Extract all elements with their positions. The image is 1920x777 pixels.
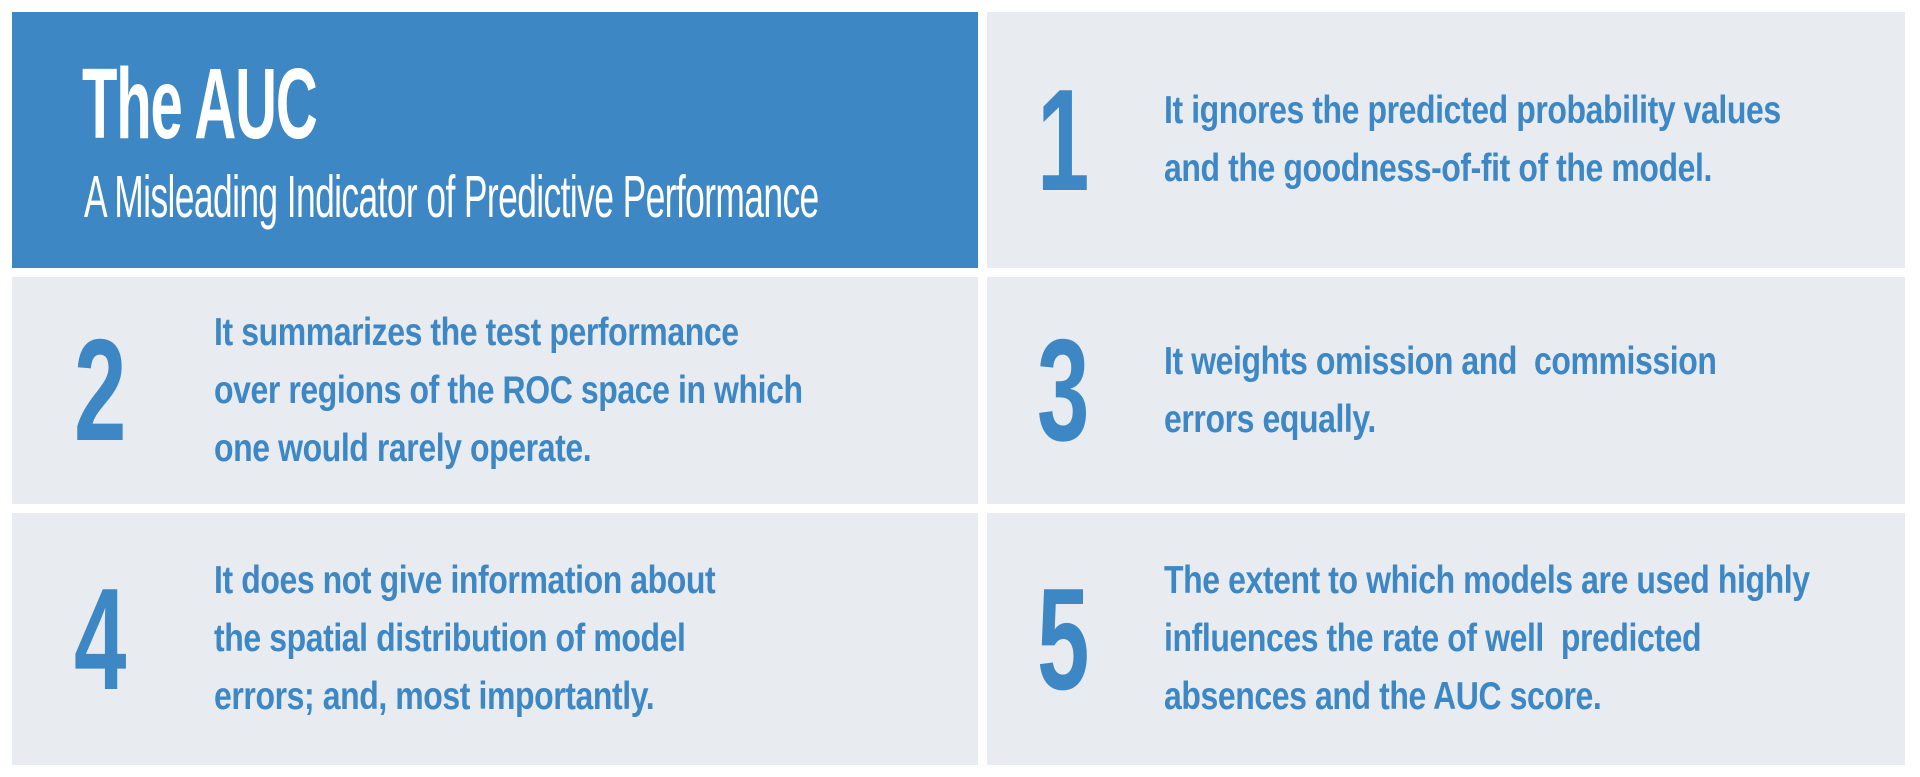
point-number-1: 1 (1037, 58, 1090, 221)
point-text-line: It summarizes the test performance (214, 310, 739, 354)
point-text-line: and the goodness-of-fit of the model. (1163, 147, 1712, 190)
point-text-line: influences the rate of well predicted (1163, 617, 1702, 660)
point-text-3: It weights omission and commission error… (1164, 333, 1838, 449)
point-text-line: errors equally. (1163, 397, 1376, 441)
point-number-4: 4 (74, 557, 127, 720)
point-text-1: It ignores the predicted probability val… (1164, 82, 1905, 198)
point-text-line: It weights omission and commission (1163, 339, 1717, 383)
point-text-line: It does not give information about (214, 559, 716, 602)
point-text-line: the spatial distribution of model (214, 617, 686, 660)
point-number-2: 2 (74, 309, 127, 471)
point-text-line: The extent to which models are used high… (1163, 559, 1810, 602)
point-text-line: one would rarely operate. (214, 426, 592, 470)
point-text-4: It does not give information about the s… (214, 552, 825, 726)
point-card-4: 4 It does not give information about the… (12, 513, 978, 765)
point-card-1: 1 It ignores the predicted probability v… (987, 12, 1905, 268)
point-text-line: errors; and, most importantly. (214, 675, 655, 718)
point-text-line: over regions of the ROC space in which (214, 368, 803, 412)
point-card-2: 2 It summarizes the test performance ove… (12, 277, 978, 504)
point-text-5: The extent to which models are used high… (1164, 552, 1905, 726)
main-title: The AUC (82, 47, 318, 160)
point-text-2: It summarizes the test performance over … (214, 304, 932, 478)
subtitle: A Misleading Indicator of Predictive Per… (84, 163, 819, 230)
point-number-5: 5 (1037, 557, 1090, 720)
point-number-3: 3 (1037, 309, 1090, 471)
title-card: The AUC A Misleading Indicator of Predic… (12, 12, 978, 268)
point-text-line: It ignores the predicted probability val… (1163, 89, 1781, 132)
point-card-3: 3 It weights omission and commission err… (987, 277, 1905, 504)
point-card-5: 5 The extent to which models are used hi… (987, 513, 1905, 765)
point-text-line: absences and the AUC score. (1163, 675, 1602, 718)
